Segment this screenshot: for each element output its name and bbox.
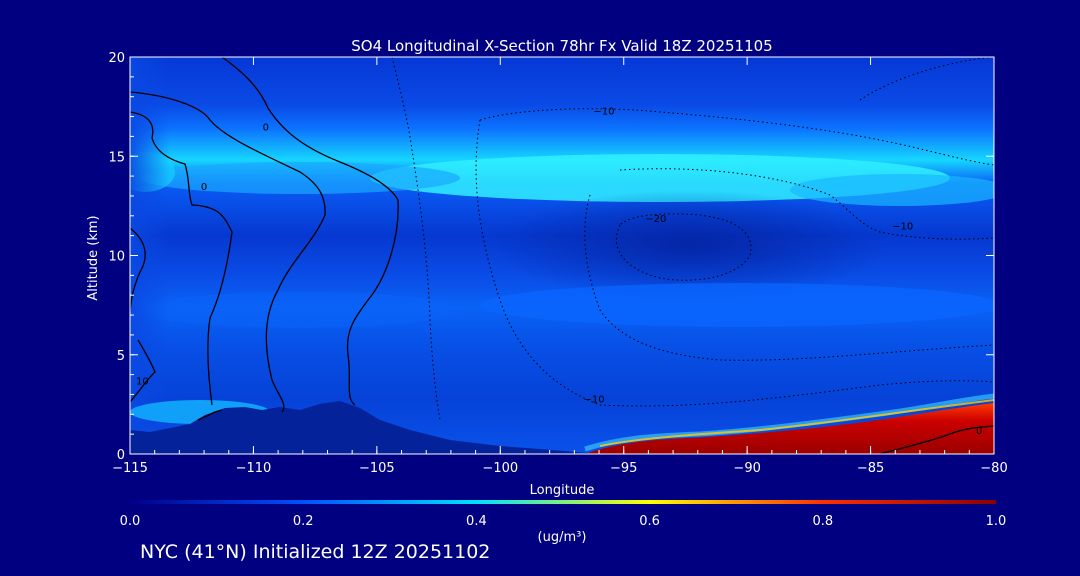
dotted-contour xyxy=(859,57,994,101)
contour-line xyxy=(130,91,326,413)
contour-label: −10 xyxy=(584,394,605,405)
contour-line xyxy=(130,111,233,406)
colorbar-tick-label: 1.0 xyxy=(986,514,1007,529)
contour-lines xyxy=(130,57,994,454)
contour-label: 10 xyxy=(136,377,149,388)
y-tick-label: 20 xyxy=(108,51,125,66)
colorbar-tick-label: 0.4 xyxy=(466,514,487,529)
footer-text: NYC (41°N) Initialized 12Z 20251102 xyxy=(140,541,491,563)
y-tick-label: 10 xyxy=(108,250,125,265)
dotted-contour xyxy=(475,119,994,407)
dotted-contour xyxy=(615,213,752,281)
chart-title: SO4 Longitudinal X-Section 78hr Fx Valid… xyxy=(351,37,772,55)
dotted-contour xyxy=(584,194,994,361)
mid-layer-band xyxy=(480,283,994,327)
contour-line xyxy=(221,57,399,406)
mid-layer-band-west xyxy=(140,292,460,328)
dotted-contours xyxy=(391,57,994,421)
x-tick-label: −105 xyxy=(359,461,395,476)
y-tick-label: 15 xyxy=(108,150,125,165)
contour-label: −10 xyxy=(892,222,913,233)
x-tick-label: −85 xyxy=(857,461,884,476)
x-tick-label: −100 xyxy=(482,461,518,476)
x-tick-label: −80 xyxy=(980,461,1007,476)
plume xyxy=(585,403,994,454)
y-tick-label: 0 xyxy=(117,448,125,463)
plot-area: 0 0 −10 −20 −10 −10 10 0 xyxy=(130,57,994,454)
contour-label: 0 xyxy=(976,426,982,437)
colorbar-tick-label: 0.2 xyxy=(293,514,314,529)
contour-label: −10 xyxy=(593,107,614,118)
colorbar: 0.0 0.2 0.4 0.6 0.8 1.0 (ug/m³) xyxy=(120,500,1007,545)
colorbar-unit-label: (ug/m³) xyxy=(538,530,587,545)
x-axis-label: Longitude xyxy=(530,483,595,498)
y-tick-label: 5 xyxy=(117,349,125,364)
upper-layer-band-west xyxy=(140,162,460,194)
x-tick-label: −110 xyxy=(236,461,272,476)
dotted-contour xyxy=(479,108,994,166)
contour-label: −20 xyxy=(645,214,666,225)
plume-edge xyxy=(584,393,994,452)
colorbar-tick-label: 0.0 xyxy=(120,514,141,529)
y-axis: 0 5 10 15 20 xyxy=(108,51,994,463)
colorbar-gradient xyxy=(130,500,996,504)
contour-label: 0 xyxy=(263,122,269,133)
colorbar-tick-label: 0.6 xyxy=(639,514,660,529)
plume-edge-yellow xyxy=(599,399,994,447)
y-axis-label: Altitude (km) xyxy=(86,215,101,300)
x-tick-label: −115 xyxy=(112,461,148,476)
x-tick-label: −95 xyxy=(610,461,637,476)
contour-line xyxy=(130,227,146,313)
dark-core xyxy=(490,190,890,300)
contour-labels: 0 0 −10 −20 −10 −10 10 0 xyxy=(136,107,982,438)
colorbar-ticks: 0.0 0.2 0.4 0.6 0.8 1.0 xyxy=(120,514,1007,529)
contour-line xyxy=(197,409,223,421)
x-axis: −115 −110 −105 −100 −95 −90 −85 −80 xyxy=(112,57,1008,476)
contour-line xyxy=(879,425,994,454)
colorbar-tick-label: 0.8 xyxy=(812,514,833,529)
upper-layer-band-east xyxy=(790,174,994,206)
contour-label: 0 xyxy=(201,182,207,193)
contour-line xyxy=(130,339,156,403)
terrain xyxy=(130,401,600,454)
x-tick-label: −90 xyxy=(733,461,760,476)
